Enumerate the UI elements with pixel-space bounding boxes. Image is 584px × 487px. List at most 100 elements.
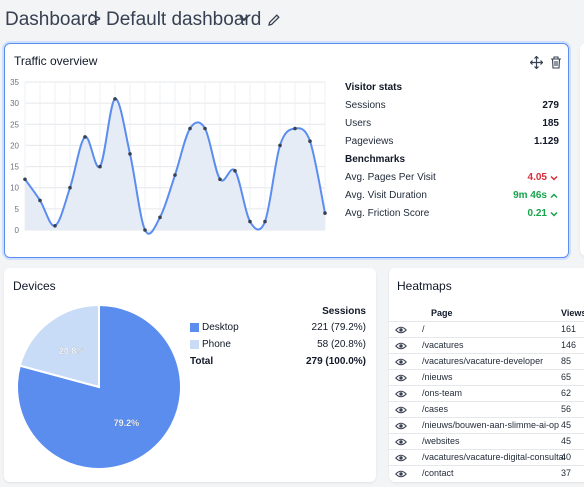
- page-path: /contact: [422, 468, 454, 478]
- stat-label-sessions: Sessions: [345, 100, 386, 111]
- traffic-overview-card: Traffic overview 0 5 10 15 20 25 30 35 Visitor …: [4, 43, 569, 258]
- y-tick-label: 10: [10, 184, 19, 193]
- table-row[interactable]: / 161: [389, 321, 584, 338]
- page-views: 146: [561, 340, 577, 350]
- stat-value-sessions: 279: [542, 100, 559, 111]
- y-tick-label: 25: [10, 120, 19, 129]
- eye-icon[interactable]: [395, 325, 407, 335]
- eye-icon[interactable]: [395, 373, 407, 383]
- pie-slice: [18, 303, 100, 389]
- y-tick-label: 0: [15, 226, 20, 235]
- sessions-column-header: Sessions: [322, 306, 366, 317]
- data-point: [278, 143, 282, 148]
- data-point: [83, 135, 87, 139]
- table-row[interactable]: /websites 45: [389, 433, 584, 450]
- data-point: [98, 164, 102, 169]
- eye-icon[interactable]: [395, 469, 407, 479]
- benchmark-value-friction-score: 0.21: [527, 208, 547, 219]
- total-value: 279 (100.0%): [305, 356, 366, 367]
- page-views: 40: [561, 452, 572, 462]
- chevron-down-icon: [550, 211, 558, 217]
- desktop-legend-swatch: [190, 323, 199, 332]
- stat-label-pageviews: Pageviews: [345, 136, 394, 147]
- page-path: /: [422, 324, 425, 334]
- traffic-chart: 0 5 10 15 20 25 30 35: [10, 78, 327, 235]
- data-point: [38, 198, 42, 203]
- data-point: [323, 211, 327, 215]
- table-row[interactable]: /nieuws/bouwen-aan-slimme-ai-op 45: [389, 417, 584, 434]
- table-row[interactable]: /vacatures/vacature-developer 85: [389, 353, 584, 370]
- dashboard-selector[interactable]: Default dashboard: [106, 9, 262, 30]
- benchmark-label-visit-duration: Avg. Visit Duration: [345, 190, 427, 201]
- page-views: 161: [561, 324, 577, 334]
- devices-title: Devices: [13, 279, 56, 293]
- table-row[interactable]: /vacatures 146: [389, 337, 584, 354]
- devices-pie-chart: 79.2% 20.8%: [16, 303, 182, 470]
- heatmaps-title: Heatmaps: [397, 279, 452, 293]
- benchmarks-heading: Benchmarks: [345, 154, 406, 165]
- eye-icon[interactable]: [395, 437, 407, 447]
- data-point: [188, 126, 192, 131]
- table-row[interactable]: /ons-team 62: [389, 385, 584, 402]
- table-row[interactable]: /cases 56: [389, 401, 584, 418]
- page-views: 45: [561, 436, 572, 446]
- heatmaps-card: Heatmaps Page Views / 161/vacatures 146/va…: [389, 268, 584, 482]
- page-path: /vacatures/vacature-digital-consultant: [422, 452, 565, 462]
- y-tick-label: 30: [10, 99, 19, 108]
- page-path: /cases: [422, 404, 449, 414]
- eye-icon[interactable]: [395, 421, 407, 431]
- data-point: [158, 215, 162, 220]
- traffic-overview-title: Traffic overview: [14, 54, 98, 68]
- phone-legend-swatch: [190, 340, 199, 349]
- eye-icon[interactable]: [395, 453, 407, 463]
- table-row[interactable]: /vacatures/vacature-digital-consultant 40: [389, 449, 584, 466]
- page-path: /nieuws: [422, 372, 453, 382]
- page-path: /vacatures: [422, 340, 464, 350]
- data-point: [143, 228, 147, 232]
- table-row[interactable]: /contact 37: [389, 465, 584, 482]
- phone-value: 58 (20.8%): [317, 339, 366, 350]
- benchmark-value-pages-per-visit: 4.05: [527, 172, 547, 183]
- page-views: 65: [561, 372, 572, 382]
- data-point: [248, 219, 252, 224]
- page-path: /ons-team: [422, 388, 463, 398]
- page-views: 56: [561, 404, 572, 414]
- data-point: [203, 126, 207, 131]
- eye-icon[interactable]: [395, 389, 407, 399]
- pie-slice: [16, 303, 182, 470]
- page-views: 45: [561, 420, 572, 430]
- page-path: /nieuws/bouwen-aan-slimme-ai-op: [422, 420, 560, 430]
- table-row[interactable]: /nieuws 65: [389, 369, 584, 386]
- traffic-area-fill: [25, 98, 325, 234]
- page-column-header: Page: [431, 308, 453, 318]
- benchmark-value-visit-duration: 9m 46s: [513, 190, 547, 201]
- top-bar: Dashboard > Default dashboard: [0, 0, 584, 40]
- benchmark-label-friction-score: Avg. Friction Score: [345, 208, 430, 219]
- adjacent-card-edge: [580, 43, 584, 256]
- data-point: [263, 219, 267, 224]
- stat-value-users: 185: [542, 118, 559, 129]
- chevron-up-icon: [550, 193, 558, 199]
- edit-icon[interactable]: [266, 12, 282, 28]
- breadcrumb-dashboard[interactable]: Dashboard: [5, 9, 98, 30]
- trash-icon[interactable]: [550, 56, 562, 69]
- phone-label: Phone: [202, 339, 231, 350]
- chevron-down-icon[interactable]: [238, 12, 250, 24]
- pie-slice-label: 20.8%: [59, 346, 85, 356]
- move-icon[interactable]: [530, 56, 543, 69]
- y-tick-label: 15: [10, 163, 19, 172]
- desktop-label: Desktop: [202, 322, 239, 333]
- eye-icon[interactable]: [395, 341, 407, 351]
- data-point: [173, 173, 177, 177]
- y-tick-label: 35: [10, 78, 19, 87]
- data-point: [53, 223, 57, 228]
- eye-icon[interactable]: [395, 357, 407, 367]
- data-point: [218, 177, 222, 182]
- y-tick-label: 20: [10, 141, 19, 150]
- benchmark-label-pages-per-visit: Avg. Pages Per Visit: [345, 172, 436, 183]
- page-path: /websites: [422, 436, 460, 446]
- page-views: 62: [561, 388, 572, 398]
- data-point: [128, 152, 132, 156]
- data-point: [68, 185, 72, 190]
- eye-icon[interactable]: [395, 405, 407, 415]
